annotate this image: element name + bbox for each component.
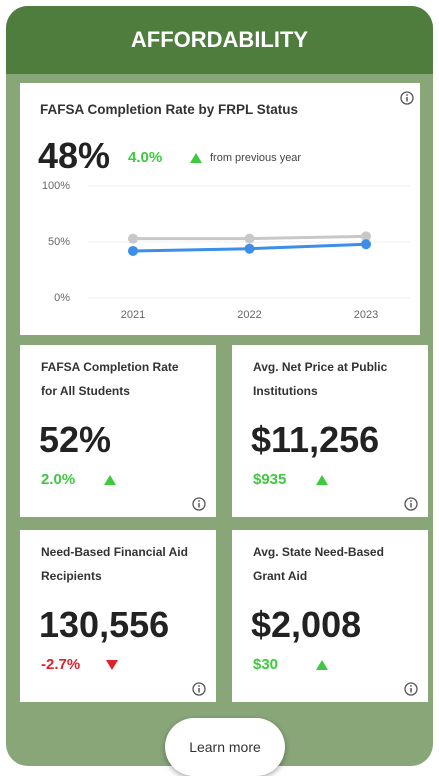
card-title: FAFSA Completion Rate for All Students <box>41 360 179 398</box>
card-title: Avg. Net Price at Public Institutions <box>253 360 388 398</box>
up-arrow <box>104 475 116 485</box>
card-value: 130,556 <box>39 604 170 645</box>
metric-card: FAFSA Completion Rate for All Students 5… <box>20 345 216 517</box>
info-icon[interactable] <box>192 497 206 511</box>
info-icon[interactable] <box>404 497 418 511</box>
x-tick-label: 2021 <box>121 309 145 321</box>
change-note: from previous year <box>210 152 302 164</box>
card-value: 52% <box>39 419 112 460</box>
main-card: FAFSA Completion Rate by FRPL Status 48%… <box>20 83 420 335</box>
point <box>361 231 371 242</box>
metric-card: Avg. State Need-Based Grant Aid $2,008 $… <box>232 530 428 702</box>
y-tick-label: 100% <box>42 180 70 192</box>
line-chart: 0% 50% 100% 2021 2022 2023 <box>42 180 410 321</box>
x-tick-label: 2023 <box>354 309 378 321</box>
card-change: $935 <box>253 471 287 488</box>
point <box>244 243 255 254</box>
down-arrow <box>106 660 118 670</box>
card-value: $11,256 <box>251 419 380 460</box>
card-title: Avg. State Need-Based Grant Aid <box>253 545 384 583</box>
up-arrow <box>190 153 202 163</box>
point <box>128 245 138 256</box>
metric-card: Avg. Net Price at Public Institutions $1… <box>232 345 428 517</box>
card-value: $2,008 <box>251 604 362 645</box>
point <box>244 233 255 244</box>
metric-card: Need-Based Financial Aid Recipients 130,… <box>20 530 216 702</box>
main-value: 48% <box>38 135 111 176</box>
card-title: FAFSA Completion Rate by FRPL Status <box>40 102 299 117</box>
info-icon[interactable] <box>192 682 206 696</box>
y-tick-label: 0% <box>54 292 70 304</box>
y-tick-label: 50% <box>48 236 70 248</box>
up-arrow <box>316 475 328 485</box>
info-icon[interactable] <box>404 682 418 696</box>
x-tick-label: 2022 <box>237 309 261 321</box>
point <box>361 239 371 250</box>
change: 4.0% <box>128 149 163 166</box>
up-arrow <box>316 660 328 670</box>
info-icon[interactable] <box>400 91 414 105</box>
card-change: 2.0% <box>41 471 76 488</box>
card-title: Need-Based Financial Aid Recipients <box>41 545 188 583</box>
learn-more-button[interactable]: Learn more <box>165 718 285 776</box>
card-change: -2.7% <box>41 656 81 673</box>
header-title: AFFORDABILITY <box>6 6 433 74</box>
point <box>128 233 138 244</box>
card-change: $30 <box>253 656 279 673</box>
